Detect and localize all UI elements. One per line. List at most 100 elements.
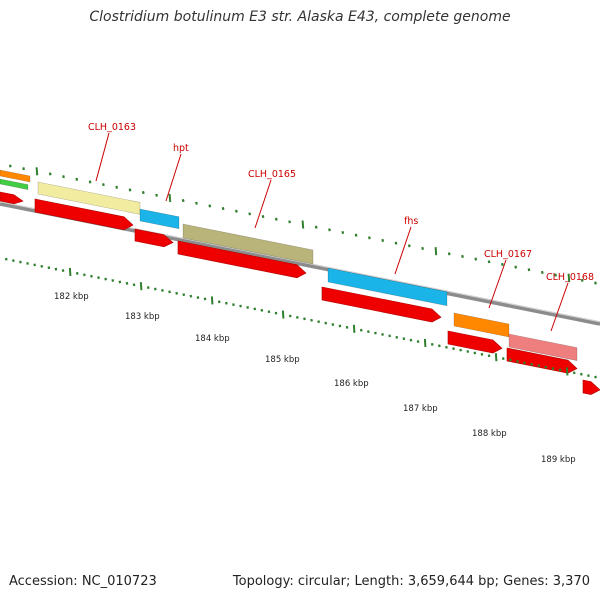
minor-tick <box>523 361 526 365</box>
feature-partial-green[interactable] <box>0 178 29 190</box>
minor-tick <box>274 311 278 315</box>
minor-tick <box>487 260 491 264</box>
gene-label[interactable]: CLH_0168 <box>546 272 594 283</box>
feature-bar-clh0167[interactable] <box>453 312 510 338</box>
minor-tick <box>90 274 93 278</box>
minor-tick <box>88 180 92 184</box>
minor-tick <box>248 212 252 216</box>
minor-tick <box>367 330 370 334</box>
minor-tick <box>232 303 235 307</box>
minor-tick <box>445 345 448 349</box>
minor-tick <box>118 280 122 284</box>
major-tick <box>301 220 305 229</box>
minor-tick <box>359 328 363 332</box>
minor-tick <box>354 233 358 237</box>
gene-arrow-partial-left[interactable] <box>0 191 24 205</box>
feature-partial-orange[interactable] <box>0 169 31 183</box>
gene-arrow-fhs[interactable] <box>321 286 442 323</box>
minor-tick <box>62 175 65 179</box>
minor-tick <box>267 310 271 314</box>
kbp-label: 187 kbp <box>403 404 438 414</box>
major-tick <box>281 310 285 319</box>
minor-tick <box>509 358 512 362</box>
minor-tick <box>33 263 36 267</box>
kbp-label: 182 kbp <box>54 292 89 302</box>
minor-tick <box>132 283 136 287</box>
minor-tick <box>4 257 8 261</box>
minor-tick <box>97 276 100 280</box>
minor-tick <box>221 207 225 211</box>
minor-tick <box>195 201 198 205</box>
accession-text: Accession: NC_010723 <box>9 574 157 589</box>
minor-tick <box>530 362 533 366</box>
minor-tick <box>474 257 478 261</box>
minor-tick <box>303 317 306 321</box>
feature-bar-hpt[interactable] <box>139 208 180 230</box>
minor-tick <box>61 269 65 272</box>
minor-tick <box>154 287 157 291</box>
minor-tick <box>466 350 470 353</box>
major-tick <box>210 296 214 305</box>
minor-tick <box>338 324 342 328</box>
feature-bar-clh0168[interactable] <box>508 333 578 361</box>
feature-bar-fhs[interactable] <box>327 267 448 307</box>
minor-tick <box>75 271 79 275</box>
minor-tick <box>26 262 29 265</box>
major-tick <box>565 367 569 376</box>
gene-arrow-clh0163[interactable] <box>34 198 134 231</box>
gene-label[interactable]: hpt <box>173 143 189 154</box>
minor-tick <box>125 281 129 285</box>
major-tick <box>168 193 172 202</box>
minor-tick <box>487 354 491 358</box>
major-tick <box>35 167 39 176</box>
minor-tick <box>473 351 477 355</box>
gene-arrow-partial-right[interactable] <box>582 379 600 395</box>
major-tick <box>68 267 72 277</box>
minor-tick <box>261 214 265 219</box>
minor-tick <box>19 260 22 264</box>
major-tick <box>139 282 143 291</box>
minor-tick <box>217 300 221 304</box>
kbp-label: 185 kbp <box>265 355 300 365</box>
feature-bar-clh0165[interactable] <box>182 223 314 265</box>
minor-tick <box>381 238 385 243</box>
minor-tick <box>594 281 597 285</box>
minor-tick <box>54 267 58 271</box>
minor-tick <box>409 338 413 342</box>
minor-tick <box>182 293 186 297</box>
minor-tick <box>115 185 119 189</box>
kbp-label: 183 kbp <box>125 312 160 322</box>
minor-tick <box>544 365 548 369</box>
gene-label[interactable]: CLH_0165 <box>248 169 296 180</box>
minor-tick <box>438 344 441 348</box>
gene-label[interactable]: fhs <box>404 216 418 227</box>
minor-tick <box>102 183 105 187</box>
major-tick <box>494 353 498 362</box>
minor-tick <box>394 241 398 245</box>
minor-tick <box>296 315 299 319</box>
minor-tick <box>480 352 484 356</box>
gene-arrow-clh0168[interactable] <box>506 347 578 374</box>
minor-tick <box>331 323 335 326</box>
gene-arrow-hpt[interactable] <box>134 228 174 248</box>
gene-label[interactable]: CLH_0163 <box>88 122 136 133</box>
map-title: Clostridium botulinum E3 str. Alaska E43… <box>89 9 511 25</box>
minor-tick <box>48 172 52 176</box>
gene-label-leader <box>254 179 272 229</box>
minor-tick <box>516 360 519 363</box>
major-tick <box>352 324 356 333</box>
gene-arrow-clh0167[interactable] <box>447 330 503 354</box>
gene-arrow-clh0165[interactable] <box>177 240 307 279</box>
minor-tick <box>189 294 193 298</box>
minor-tick <box>208 204 212 208</box>
minor-tick <box>461 254 464 258</box>
minor-tick <box>75 177 79 181</box>
minor-tick <box>501 357 505 361</box>
topology-text: Topology: circular; Length: 3,659,644 bp… <box>232 574 590 589</box>
major-tick <box>567 273 571 282</box>
minor-tick <box>459 348 462 352</box>
gene-label[interactable]: CLH_0167 <box>484 249 532 260</box>
minor-tick <box>175 291 178 295</box>
minor-tick <box>551 367 555 370</box>
